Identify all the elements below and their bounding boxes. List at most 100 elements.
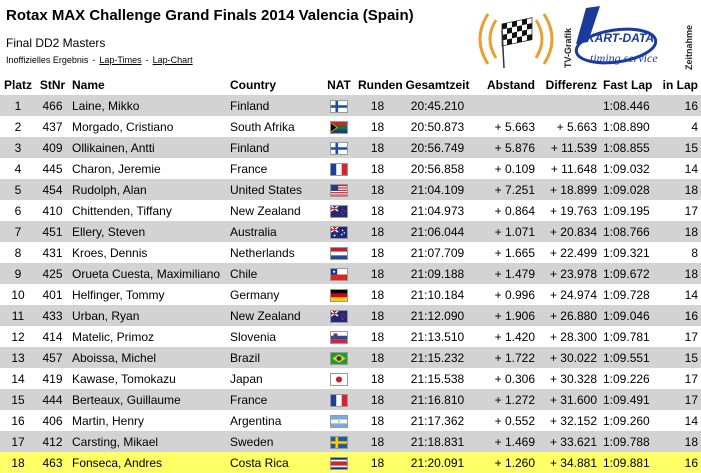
cell-country: New Zealand — [227, 305, 323, 326]
results-links: Inoffizielles Ergebnis - Lap-Times - Lap-Cha… — [6, 55, 193, 65]
table-row: 11 433 Urban, Ryan New Zealand 18 21:12.090 + … — [0, 305, 701, 326]
cell-inlap: 14 — [657, 410, 701, 431]
cell-runden: 18 — [355, 452, 400, 473]
table-row: 5 454 Rudolph, Alan United States 18 21:04.10… — [0, 179, 701, 200]
table-row: 16 406 Martin, Henry Argentina 18 21:17.362 + … — [0, 410, 701, 431]
cell-name: Berteaux, Guillaume — [69, 389, 227, 410]
cell-runden: 18 — [355, 200, 400, 221]
lap-times-link[interactable]: Lap-Times — [99, 55, 142, 65]
cell-runden: 18 — [355, 284, 400, 305]
fr-flag-icon — [330, 393, 348, 407]
cell-runden: 18 — [355, 431, 400, 452]
table-row: 6 410 Chittenden, Tiffany New Zealand 18 21:0… — [0, 200, 701, 221]
cell-stnr: 406 — [36, 410, 69, 431]
cell-abstand — [475, 95, 538, 116]
table-row: 3 409 Ollikainen, Antti Finland 18 20:56.749 +… — [0, 137, 701, 158]
cell-fastlap: 1:09.195 — [600, 200, 657, 221]
link-separator: - — [145, 55, 149, 65]
cell-country: Australia — [227, 221, 323, 242]
nl-flag-icon — [330, 246, 348, 260]
cell-name: Aboissa, Michel — [69, 347, 227, 368]
cell-differenz: + 32.152 — [538, 410, 600, 431]
cell-fastlap: 1:09.321 — [600, 242, 657, 263]
cell-differenz: + 5.663 — [538, 116, 600, 137]
cell-flag — [323, 179, 355, 200]
col-header-platz: Platz — [0, 74, 36, 95]
nz-flag-icon — [330, 204, 348, 218]
cell-name: Helfinger, Tommy — [69, 284, 227, 305]
cell-name: Chittenden, Tiffany — [69, 200, 227, 221]
nz-flag-icon — [330, 309, 348, 323]
cell-name: Fonseca, Andres — [69, 452, 227, 473]
cell-inlap: 16 — [657, 305, 701, 326]
si-flag-icon — [330, 330, 348, 344]
cell-differenz: + 30.328 — [538, 368, 600, 389]
cell-fastlap: 1:09.728 — [600, 284, 657, 305]
cell-gesamtzeit: 21:16.810 — [400, 389, 475, 410]
table-row: 1 466 Laine, Mikko Finland 18 20:45.210 1:08.4… — [0, 95, 701, 116]
cell-platz: 8 — [0, 242, 36, 263]
cell-abstand: + 0.109 — [475, 158, 538, 179]
cell-inlap: 18 — [657, 263, 701, 284]
cell-country: Finland — [227, 137, 323, 158]
cell-runden: 18 — [355, 179, 400, 200]
cell-flag — [323, 368, 355, 389]
cell-gesamtzeit: 21:20.091 — [400, 452, 475, 473]
cl-flag-icon — [330, 267, 348, 281]
cell-country: Netherlands — [227, 242, 323, 263]
fi-flag-icon — [330, 99, 348, 113]
cell-differenz: + 28.300 — [538, 326, 600, 347]
cell-abstand: + 0.864 — [475, 200, 538, 221]
cell-inlap: 18 — [657, 179, 701, 200]
br-flag-icon — [330, 351, 348, 365]
cell-gesamtzeit: 21:06.044 — [400, 221, 475, 242]
cell-name: Kawase, Tomokazu — [69, 368, 227, 389]
cell-inlap: 17 — [657, 326, 701, 347]
cell-name: Charon, Jeremie — [69, 158, 227, 179]
cell-fastlap: 1:09.028 — [600, 179, 657, 200]
cell-runden: 18 — [355, 95, 400, 116]
cell-gesamtzeit: 21:18.831 — [400, 431, 475, 452]
cell-name: Carsting, Mikael — [69, 431, 227, 452]
cell-gesamtzeit: 21:15.232 — [400, 347, 475, 368]
lap-chart-link[interactable]: Lap-Chart — [152, 55, 193, 65]
cell-inlap: 16 — [657, 452, 701, 473]
cell-flag — [323, 410, 355, 431]
cell-name: Ellery, Steven — [69, 221, 227, 242]
col-header-inlap: in Lap — [657, 74, 701, 95]
cell-inlap: 16 — [657, 95, 701, 116]
cell-country: New Zealand — [227, 200, 323, 221]
cell-runden: 18 — [355, 242, 400, 263]
col-header-runden: Runden — [355, 74, 403, 95]
cell-country: Costa Rica — [227, 452, 323, 473]
cell-inlap: 18 — [657, 431, 701, 452]
cell-differenz: + 20.834 — [538, 221, 600, 242]
cell-runden: 18 — [355, 263, 400, 284]
results-status-label: Inoffizielles Ergebnis — [6, 55, 89, 65]
cell-name: Kroes, Dennis — [69, 242, 227, 263]
de-flag-icon — [330, 288, 348, 302]
cell-differenz: + 11.648 — [538, 158, 600, 179]
results-table: Platz StNr Name Country NAT Runden Gesam… — [0, 74, 701, 473]
cell-name: Ollikainen, Antti — [69, 137, 227, 158]
table-row: 7 451 Ellery, Steven Australia 18 21:06.044 + … — [0, 221, 701, 242]
cell-inlap: 4 — [657, 116, 701, 137]
col-header-name: Name — [69, 74, 227, 95]
cell-abstand: + 1.260 — [475, 452, 538, 473]
cell-runden: 18 — [355, 116, 400, 137]
cell-country: Slovenia — [227, 326, 323, 347]
cell-platz: 16 — [0, 410, 36, 431]
page-title: Rotax MAX Challenge Grand Finals 2014 Va… — [6, 7, 414, 24]
cell-inlap: 14 — [657, 284, 701, 305]
cell-runden: 18 — [355, 305, 400, 326]
cell-inlap: 15 — [657, 137, 701, 158]
cell-stnr: 431 — [36, 242, 69, 263]
cell-flag — [323, 326, 355, 347]
table-row: 14 419 Kawase, Tomokazu Japan 18 21:15.538 + 0… — [0, 368, 701, 389]
cell-stnr: 401 — [36, 284, 69, 305]
cell-stnr: 419 — [36, 368, 69, 389]
cell-platz: 15 — [0, 389, 36, 410]
cell-flag — [323, 137, 355, 158]
cell-inlap: 18 — [657, 221, 701, 242]
logo-side-right: Zeitnahme — [684, 25, 694, 70]
